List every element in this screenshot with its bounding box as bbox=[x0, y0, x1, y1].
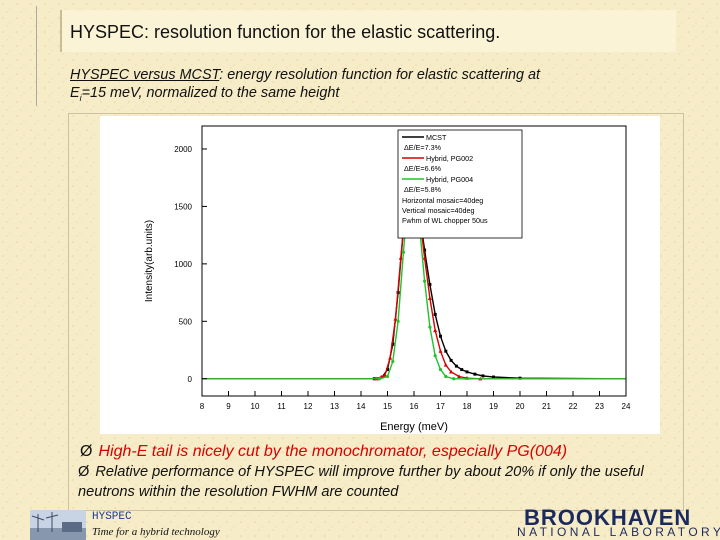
caption-underlined: HYSPEC versus MCST bbox=[70, 67, 220, 83]
x-tick-label: 22 bbox=[569, 402, 578, 411]
x-tick-label: 11 bbox=[277, 402, 286, 411]
legend-note: Horizontal mosaic=40deg bbox=[402, 196, 483, 205]
x-tick-label: 13 bbox=[330, 402, 339, 411]
x-axis-label: Energy (meV) bbox=[380, 421, 448, 433]
data-point bbox=[428, 283, 432, 287]
data-point bbox=[428, 325, 432, 329]
caption-line-2: Ei=15 meV, normalized to the same height bbox=[70, 85, 339, 103]
caption-energy: =15 meV, normalized to the same height bbox=[81, 85, 340, 101]
data-point bbox=[433, 312, 437, 316]
x-tick-label: 24 bbox=[622, 402, 631, 411]
legend-note: Vertical mosaic=40deg bbox=[402, 206, 475, 215]
data-point bbox=[449, 358, 453, 362]
legend-note: ΔE/E=6.6% bbox=[404, 164, 442, 173]
bullet-1: Ø High-E tail is nicely cut by the monoch… bbox=[80, 443, 567, 461]
data-point bbox=[391, 359, 395, 364]
data-point bbox=[396, 319, 400, 323]
data-point bbox=[444, 349, 448, 353]
y-tick-label: 1000 bbox=[174, 260, 192, 269]
data-point bbox=[398, 255, 403, 260]
title-rest: : resolution function for the elastic sc… bbox=[144, 22, 501, 42]
x-tick-label: 15 bbox=[383, 402, 392, 411]
left-rule bbox=[36, 6, 43, 106]
title-prefix: HYSPEC bbox=[70, 22, 145, 42]
data-point bbox=[481, 374, 485, 378]
caption-line-1: HYSPEC versus MCST: energy resolution fu… bbox=[70, 67, 540, 83]
resolution-chart: 8 9 10 11 12 13 14 15 16 17 18 19 20 21 22 23 24 0 500 1000… bbox=[100, 116, 660, 434]
bullet-marker: Ø bbox=[78, 464, 90, 480]
y-tick-label: 1500 bbox=[174, 202, 192, 211]
data-point bbox=[433, 328, 438, 333]
y-tick-label: 2000 bbox=[174, 145, 192, 154]
data-point bbox=[391, 342, 395, 346]
footer-tagline: Time for a hybrid technology bbox=[92, 526, 220, 538]
data-point bbox=[443, 362, 448, 367]
content-panel bbox=[68, 113, 684, 511]
legend-entry: MCST bbox=[426, 133, 447, 142]
data-point bbox=[449, 369, 454, 374]
data-point bbox=[492, 375, 495, 379]
data-point bbox=[423, 248, 427, 252]
caption-rest: : energy resolution function for elastic… bbox=[219, 67, 541, 83]
data-point bbox=[377, 377, 382, 381]
data-point bbox=[438, 367, 443, 372]
data-point bbox=[457, 374, 462, 379]
y-axis-label: Intensity(arb.units) bbox=[144, 220, 155, 302]
legend-note: ΔE/E=5.8% bbox=[404, 185, 442, 194]
x-tick-label: 12 bbox=[304, 402, 313, 411]
data-point bbox=[393, 316, 398, 321]
x-tick-label: 10 bbox=[251, 402, 260, 411]
data-point bbox=[473, 372, 477, 376]
data-point bbox=[388, 355, 393, 360]
data-point bbox=[444, 374, 448, 379]
x-tick-label: 18 bbox=[463, 402, 472, 411]
data-point bbox=[454, 364, 458, 368]
y-tick-label: 0 bbox=[188, 375, 193, 384]
bullet-2: Ø Relative performance of HYSPEC will imp… bbox=[78, 462, 678, 502]
x-tick-label: 8 bbox=[200, 402, 205, 411]
bullet-marker: Ø bbox=[80, 443, 93, 460]
data-point bbox=[433, 354, 437, 358]
bullet-2-text: Relative performance of HYSPEC will impr… bbox=[78, 464, 644, 500]
data-point bbox=[465, 370, 469, 374]
x-tick-label: 14 bbox=[357, 402, 366, 411]
legend-box bbox=[397, 129, 523, 239]
data-point bbox=[385, 374, 390, 379]
title-box bbox=[60, 10, 676, 52]
data-point bbox=[423, 279, 427, 283]
caption-e: E bbox=[70, 85, 80, 101]
data-point bbox=[401, 250, 405, 254]
legend-entry: Hybrid, PG004 bbox=[426, 175, 473, 184]
data-point bbox=[460, 368, 464, 372]
x-tick-label: 9 bbox=[226, 402, 231, 411]
chart-background bbox=[100, 116, 660, 434]
caption-sub: i bbox=[79, 92, 82, 103]
brookhaven-logo: BROOKHAVEN bbox=[524, 505, 692, 530]
data-point bbox=[427, 296, 432, 300]
x-tick-label: 23 bbox=[595, 402, 604, 411]
x-tick-label: 16 bbox=[410, 402, 419, 411]
data-point bbox=[452, 377, 456, 381]
data-point bbox=[438, 348, 443, 353]
data-point bbox=[382, 373, 387, 377]
x-tick-label: 20 bbox=[516, 402, 525, 411]
national-laboratory-text: NATIONAL LABORATORY bbox=[517, 525, 720, 539]
data-point bbox=[386, 368, 389, 372]
bullet-1-text: High-E tail is nicely cut by the monochr… bbox=[98, 443, 568, 460]
footer-hyspec: HYSPEC bbox=[92, 511, 132, 523]
legend-note: Fwhm of WL chopper 50us bbox=[402, 216, 488, 225]
x-tick-label: 19 bbox=[489, 402, 498, 411]
legend-entry: Hybrid, PG002 bbox=[426, 154, 473, 163]
x-tick-label: 17 bbox=[436, 402, 445, 411]
hyspec-logo-icon bbox=[30, 510, 86, 540]
legend-note: ΔE/E=7.3% bbox=[404, 143, 442, 152]
data-point bbox=[439, 334, 442, 338]
y-tick-label: 500 bbox=[179, 317, 193, 326]
slide-title: HYSPEC: resolution function for the elas… bbox=[70, 22, 500, 43]
x-tick-label: 21 bbox=[542, 402, 551, 411]
data-point bbox=[422, 255, 427, 260]
